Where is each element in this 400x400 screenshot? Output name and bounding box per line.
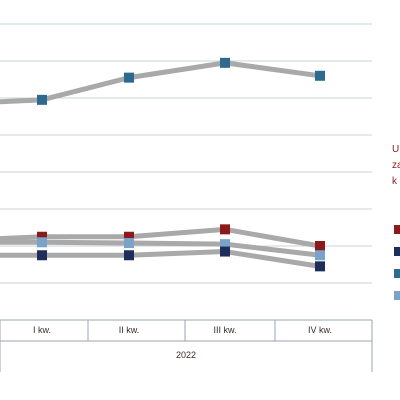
data-point [124,250,134,261]
legend-title-line-2: za [392,160,400,171]
series-line-4 [0,249,323,269]
data-point [37,231,47,242]
legend-swatch [394,291,400,300]
x-tick-labels: I kw. II kw. III kw. IV kw. [33,325,332,335]
legend-swatch [394,269,400,278]
data-point [37,237,47,248]
legend-swatch [394,225,400,234]
x-tick-label: II kw. [119,325,140,335]
series-line-1 [0,60,323,105]
legend-title: U za k [392,142,400,190]
data-point [315,261,325,272]
data-point [220,239,230,250]
data-point [124,238,134,249]
data-point [124,72,134,83]
data-point [315,241,325,251]
data-point [220,224,230,235]
data-point [315,70,325,81]
data-point [37,94,47,105]
legend-title-line-1: U [392,144,400,155]
series-markers [37,57,325,272]
legend-title-line-3: k [392,176,397,187]
x-axis [0,319,373,372]
series-lines [0,60,323,269]
x-tick-label: I kw. [33,325,51,335]
x-tick-label: IV kw. [308,325,332,335]
x-group-label: 2022 [176,350,196,360]
gridlines [0,23,372,284]
legend-swatch [394,247,400,256]
x-tick-label: III kw. [213,325,236,335]
data-point [37,250,47,261]
data-point [315,250,325,261]
data-point [220,57,230,68]
data-point [124,231,134,242]
data-point [220,246,230,257]
